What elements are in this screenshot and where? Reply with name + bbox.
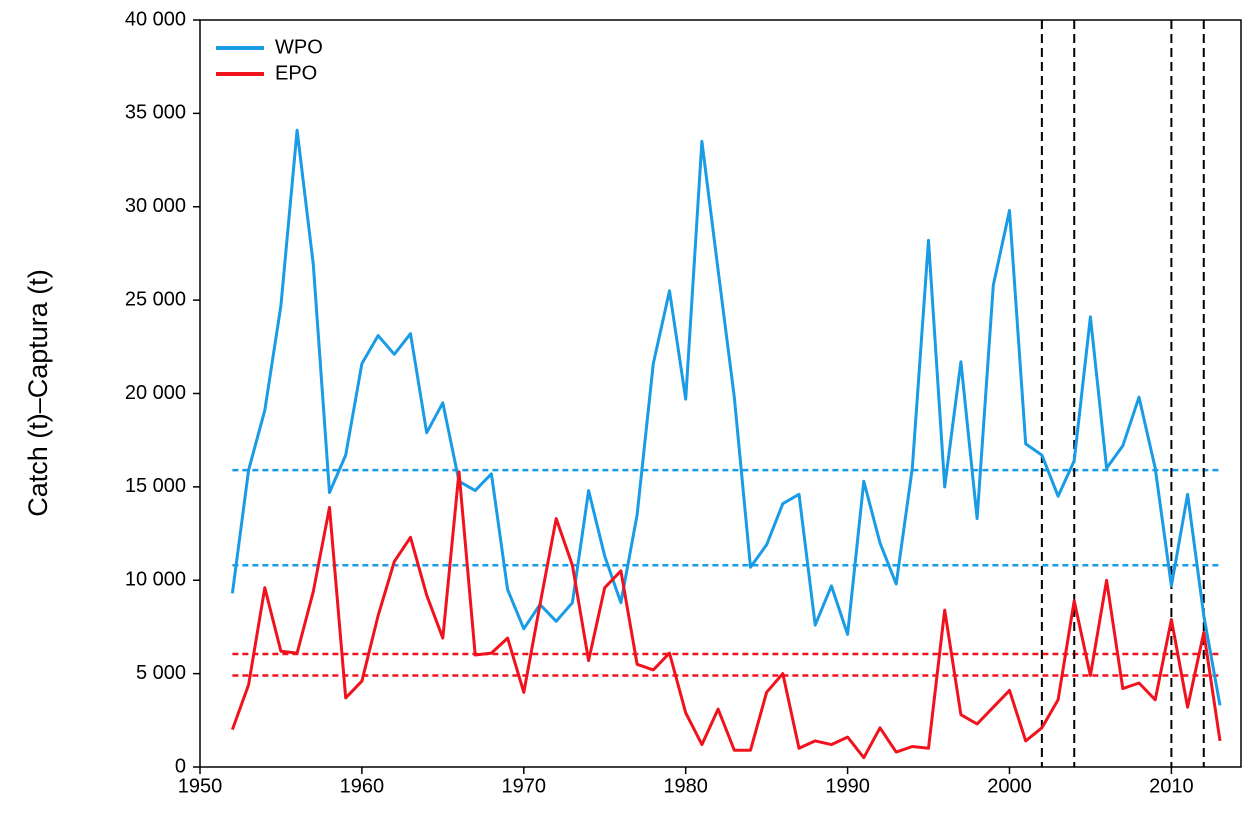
x-tick-label: 2000 xyxy=(987,775,1032,797)
series-line xyxy=(230,128,1222,706)
legend-label: EPO xyxy=(275,62,317,84)
y-axis-label: Catch (t)–Captura (t) xyxy=(23,269,53,517)
plot-frame xyxy=(199,19,1242,768)
y-tick-label: 5 000 xyxy=(136,662,186,684)
x-tick-label: 1950 xyxy=(178,775,223,797)
y-tick-label: 0 xyxy=(175,755,186,777)
x-tick-label: 1960 xyxy=(340,775,385,797)
y-tick-label: 30 000 xyxy=(125,195,186,217)
y-tick-label: 20 000 xyxy=(125,382,186,404)
x-tick-label: 1990 xyxy=(825,775,870,797)
y-tick-label: 15 000 xyxy=(125,475,186,497)
y-tick-label: 10 000 xyxy=(125,569,186,591)
y-tick-label: 25 000 xyxy=(125,288,186,310)
x-tick-label: 2010 xyxy=(1149,775,1194,797)
series-line xyxy=(230,470,1222,760)
legend-label: WPO xyxy=(275,36,323,58)
x-tick-label: 1980 xyxy=(663,775,708,797)
y-tick-label: 35 000 xyxy=(125,102,186,124)
y-tick-label: 40 000 xyxy=(125,8,186,30)
x-tick-label: 1970 xyxy=(502,775,547,797)
